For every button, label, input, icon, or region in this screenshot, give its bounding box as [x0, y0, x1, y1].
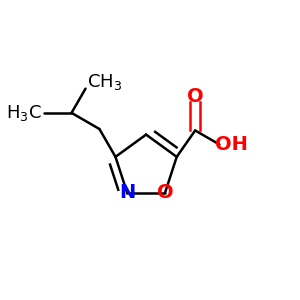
Text: N: N — [119, 183, 135, 202]
Text: H$_3$C: H$_3$C — [6, 103, 42, 123]
Text: CH$_3$: CH$_3$ — [87, 73, 122, 92]
Text: O: O — [187, 87, 203, 106]
Text: O: O — [157, 183, 173, 202]
Text: OH: OH — [215, 135, 247, 154]
